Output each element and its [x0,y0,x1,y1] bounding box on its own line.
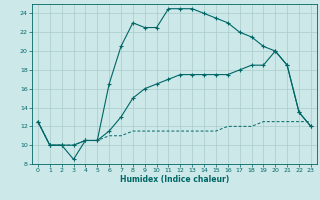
X-axis label: Humidex (Indice chaleur): Humidex (Indice chaleur) [120,175,229,184]
